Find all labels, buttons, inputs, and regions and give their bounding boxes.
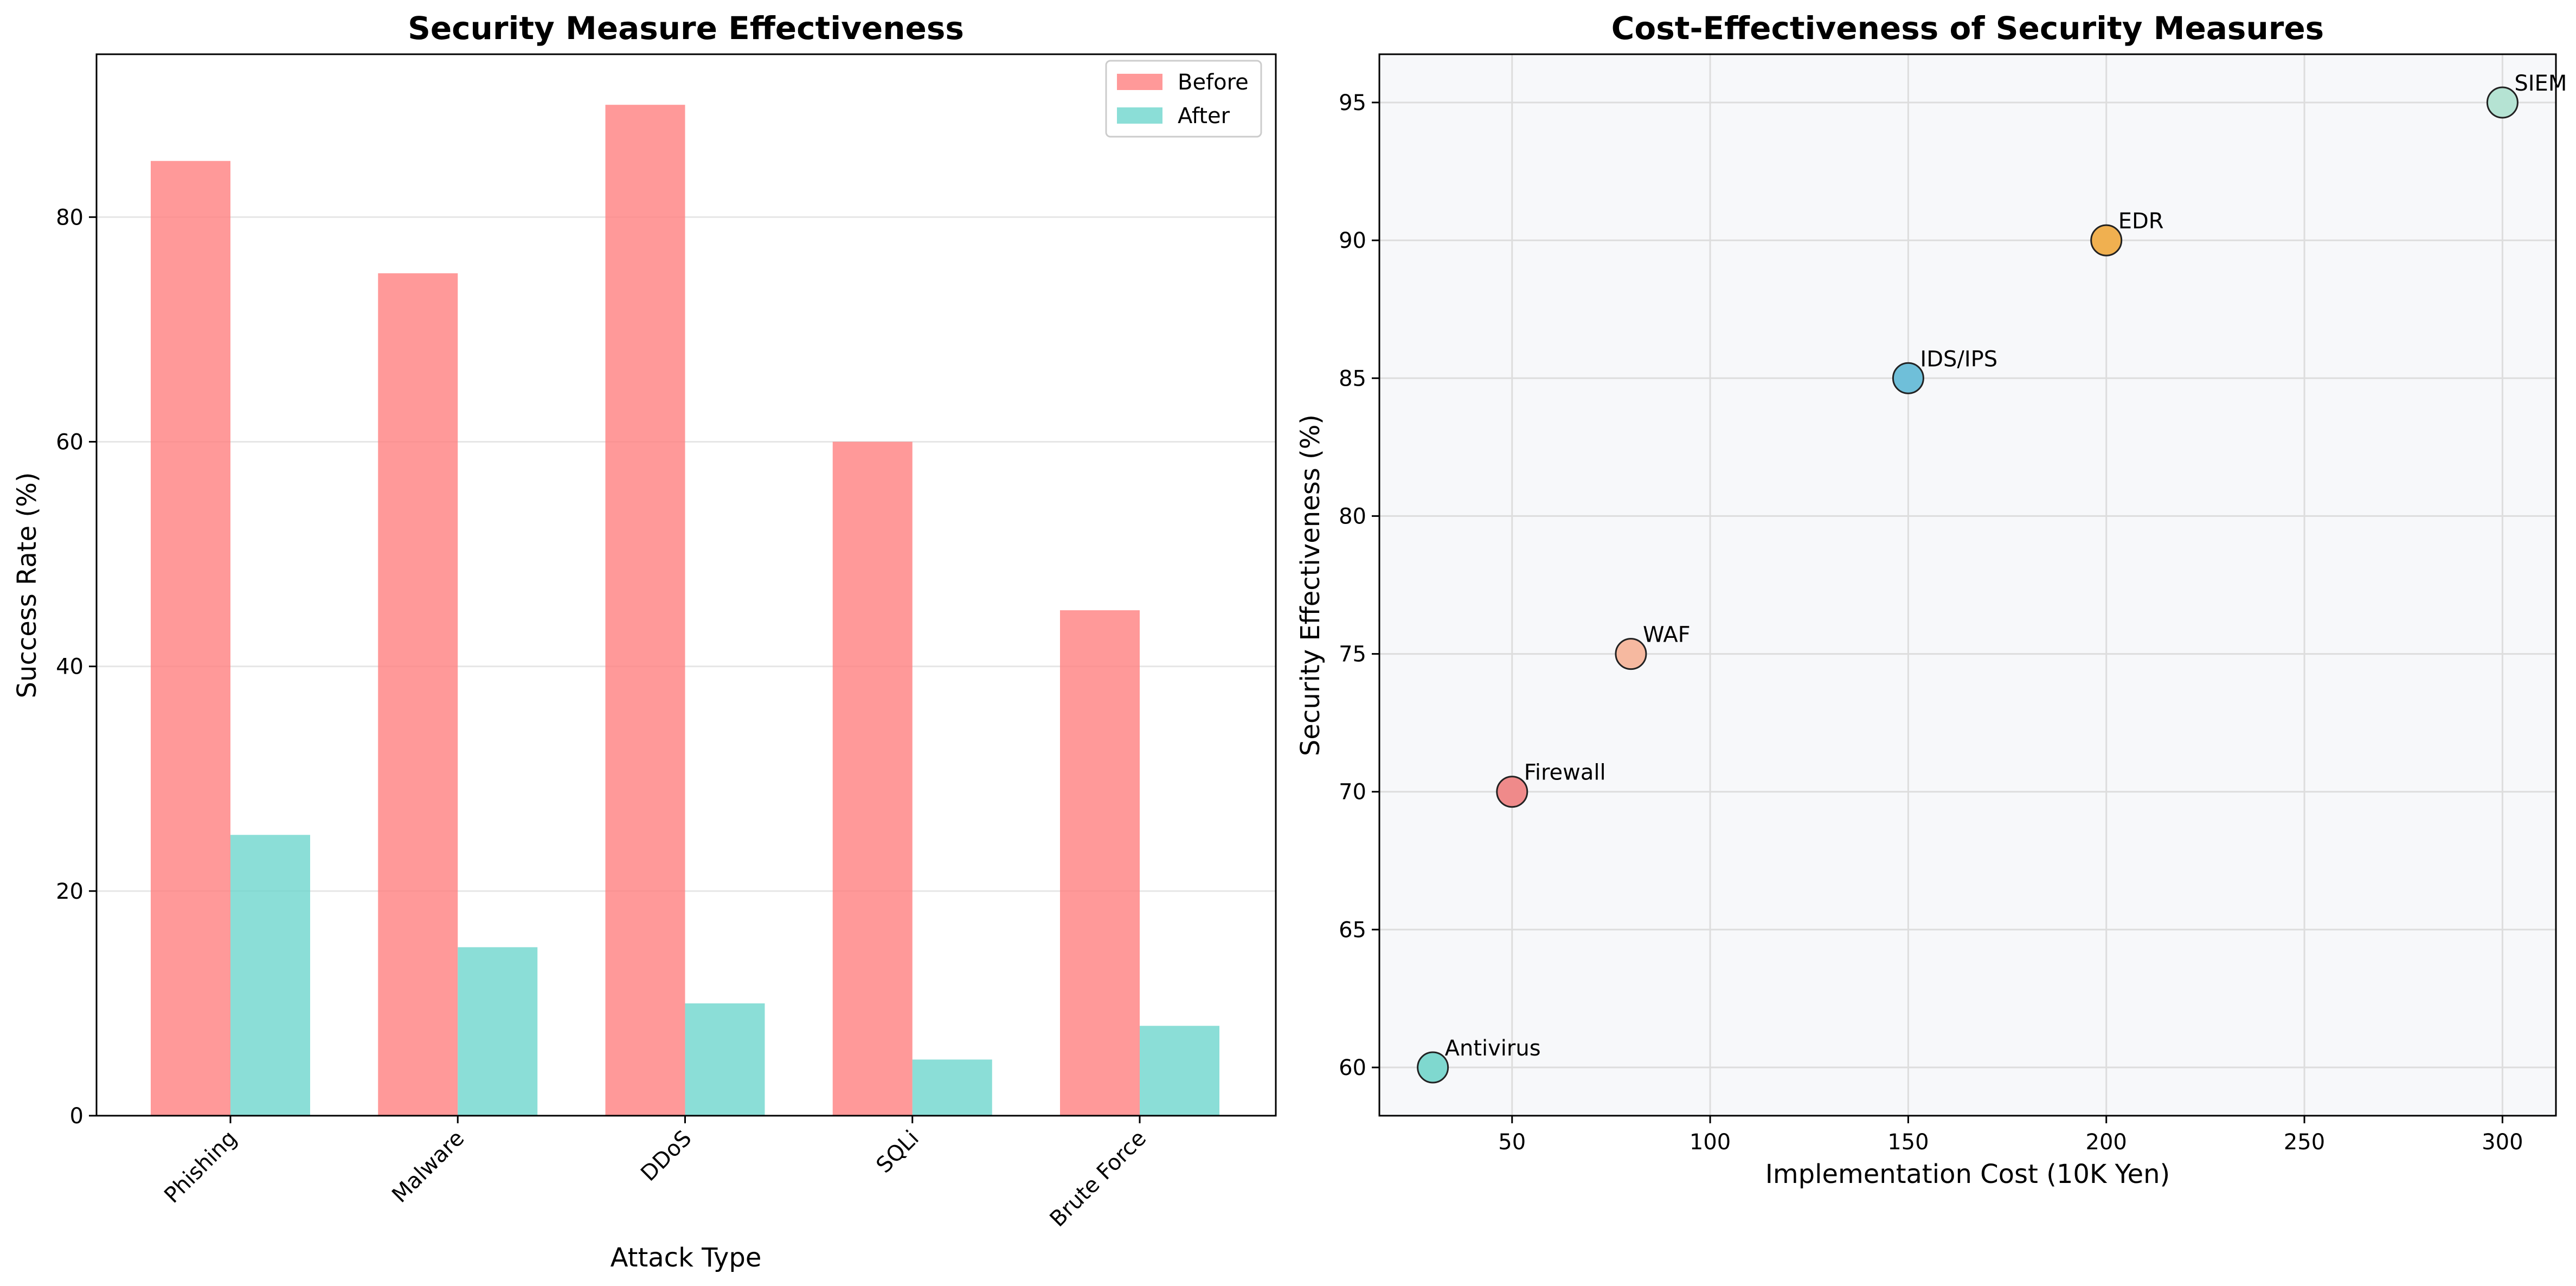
legend-label-after: After	[1178, 104, 1230, 129]
scatter-point-siem	[2486, 86, 2519, 119]
bar-chart-y-ticks: 0 20 40 60 80	[56, 205, 97, 1129]
bar-chart-plot-frame	[95, 53, 1277, 1117]
scatter-point-label-firewall: Firewall	[1524, 760, 1606, 785]
scatter-point-label-antivirus: Antivirus	[1445, 1036, 1541, 1061]
scatter-x-tick-label: 100	[1690, 1130, 1731, 1155]
scatter-point-label-waf: WAF	[1643, 623, 1691, 648]
scatter-x-tick-label: 200	[2086, 1130, 2127, 1155]
scatter-point-ids-ips	[1892, 362, 1924, 394]
scatter-chart: Cost-Effectiveness of Security Measures …	[1295, 10, 2567, 1189]
scatter-chart-plot-background	[1379, 54, 2556, 1116]
scatter-y-tick-label: 90	[1339, 228, 1366, 253]
scatter-y-tick-label: 95	[1339, 91, 1366, 116]
scatter-x-tick-label: 50	[1498, 1130, 1526, 1155]
scatter-y-tick-label: 85	[1339, 366, 1366, 391]
scatter-chart-points: Firewall Antivirus IDS/IPS WAF SIEM EDR	[1417, 71, 2567, 1084]
bar-before-ddos	[605, 105, 685, 1116]
bar-before-brute-force	[1060, 610, 1140, 1116]
bar-chart-x-axis-label: Attack Type	[611, 1243, 762, 1273]
bar-y-tick-label: 40	[56, 655, 83, 680]
bar-after-phishing	[230, 835, 310, 1116]
scatter-point-antivirus	[1417, 1051, 1449, 1084]
bar-after-malware	[458, 947, 538, 1116]
bar-after-sqli	[912, 1059, 992, 1116]
scatter-chart-y-ticks: 60 65 70 75 80 85 90 95	[1339, 91, 1379, 1080]
scatter-y-tick-label: 65	[1339, 918, 1366, 943]
bar-y-tick-label: 20	[56, 879, 83, 904]
scatter-chart-y-axis-label: Security Effectiveness (%)	[1295, 414, 1326, 756]
bar-after-ddos	[685, 1003, 765, 1116]
bar-y-tick-label: 60	[56, 430, 83, 455]
scatter-point-label-ids-ips: IDS/IPS	[1920, 347, 1997, 372]
bar-chart-y-axis-label: Success Rate (%)	[12, 472, 42, 699]
bar-chart-title: Security Measure Effectiveness	[408, 10, 964, 47]
scatter-y-tick-label: 80	[1339, 504, 1366, 529]
legend-swatch-after	[1117, 107, 1162, 124]
scatter-chart-x-ticks: 50 100 150 200 250 300	[1498, 1116, 2523, 1155]
scatter-y-tick-label: 60	[1339, 1055, 1366, 1080]
scatter-x-tick-label: 300	[2482, 1130, 2523, 1155]
scatter-chart-gridlines	[1379, 54, 2556, 1116]
scatter-chart-title: Cost-Effectiveness of Security Measures	[1611, 10, 2324, 47]
bar-y-tick-label: 0	[70, 1104, 83, 1129]
bar-before-sqli	[832, 442, 913, 1116]
scatter-point-label-edr: EDR	[2118, 209, 2164, 234]
bar-before-malware	[378, 273, 458, 1116]
bar-y-tick-label: 80	[56, 205, 83, 230]
bar-before-phishing	[151, 161, 230, 1116]
scatter-y-tick-label: 75	[1339, 642, 1366, 667]
scatter-point-label-siem: SIEM	[2514, 71, 2567, 96]
scatter-point-firewall	[1496, 776, 1528, 808]
legend-label-before: Before	[1178, 70, 1249, 95]
scatter-x-tick-label: 150	[1887, 1130, 1929, 1155]
scatter-chart-plot-frame	[1378, 53, 2557, 1117]
bar-chart-legend: Before After	[1105, 60, 1262, 138]
scatter-point-edr	[2090, 224, 2123, 257]
scatter-chart-x-axis-label: Implementation Cost (10K Yen)	[1765, 1159, 2170, 1189]
scatter-x-tick-label: 250	[2284, 1130, 2325, 1155]
legend-swatch-before	[1117, 74, 1162, 90]
bar-chart: Security Measure Effectiveness 0 20 40 60 80…	[12, 10, 1277, 1273]
scatter-point-waf	[1615, 638, 1647, 670]
bar-chart-bars	[151, 105, 1219, 1116]
bar-after-brute-force	[1140, 1026, 1219, 1116]
scatter-y-tick-label: 70	[1339, 780, 1366, 805]
